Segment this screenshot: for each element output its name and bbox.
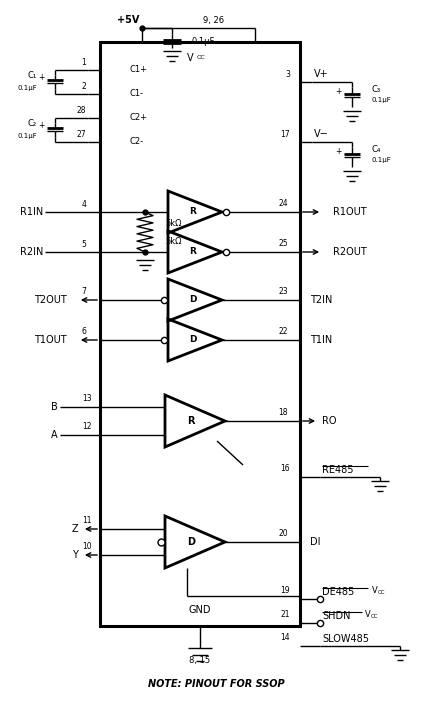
Text: R: R xyxy=(190,208,197,217)
Text: 25: 25 xyxy=(278,239,288,248)
Text: 28: 28 xyxy=(76,106,86,115)
Text: C2+: C2+ xyxy=(130,114,148,123)
Text: C2-: C2- xyxy=(130,138,144,147)
Text: 0.1μF: 0.1μF xyxy=(17,85,37,91)
Text: R1IN: R1IN xyxy=(20,207,43,217)
Text: 22: 22 xyxy=(279,327,288,336)
Text: C1-: C1- xyxy=(130,90,144,99)
Text: NOTE: PINOUT FOR SSOP: NOTE: PINOUT FOR SSOP xyxy=(148,679,284,689)
Text: B: B xyxy=(51,402,58,412)
Text: C₄: C₄ xyxy=(372,145,381,155)
Text: 4: 4 xyxy=(81,200,86,209)
Text: 8, 15: 8, 15 xyxy=(190,657,210,666)
Text: C₁: C₁ xyxy=(28,71,37,80)
Text: 0.1μF: 0.1μF xyxy=(17,133,37,139)
Text: V: V xyxy=(365,610,371,619)
Text: DI: DI xyxy=(310,537,321,547)
Text: SHDN: SHDN xyxy=(322,611,350,621)
Text: 16: 16 xyxy=(280,464,290,473)
Text: Z: Z xyxy=(71,524,78,534)
Text: +: + xyxy=(336,147,342,155)
Text: CC: CC xyxy=(197,55,206,60)
Text: R: R xyxy=(190,248,197,256)
Text: 24: 24 xyxy=(278,199,288,208)
Text: RE485: RE485 xyxy=(322,465,353,475)
Text: GND: GND xyxy=(189,605,211,615)
Text: 5: 5 xyxy=(81,240,86,249)
Text: 0.1μF: 0.1μF xyxy=(372,97,392,103)
Text: +: + xyxy=(38,73,45,83)
Text: 17: 17 xyxy=(280,130,290,139)
Text: V: V xyxy=(372,586,378,595)
Text: 3: 3 xyxy=(285,70,290,79)
Text: CC: CC xyxy=(371,614,378,619)
Text: C₂: C₂ xyxy=(28,119,37,128)
Text: 7: 7 xyxy=(81,287,86,296)
Text: V+: V+ xyxy=(314,69,329,79)
Text: 9, 26: 9, 26 xyxy=(203,16,224,25)
Text: R: R xyxy=(187,416,195,426)
Text: 6: 6 xyxy=(81,327,86,336)
Text: 14: 14 xyxy=(280,633,290,642)
Text: 21: 21 xyxy=(280,610,290,619)
Text: 0.1μF: 0.1μF xyxy=(192,37,216,45)
Text: T1IN: T1IN xyxy=(310,335,332,345)
Text: 13: 13 xyxy=(83,394,92,403)
Text: R1OUT: R1OUT xyxy=(333,207,367,217)
Text: 19: 19 xyxy=(280,586,290,595)
Text: 1: 1 xyxy=(81,58,86,67)
Text: 11: 11 xyxy=(83,516,92,525)
Text: V−: V− xyxy=(314,129,329,139)
Text: +: + xyxy=(336,87,342,95)
Text: +: + xyxy=(38,121,45,131)
Text: D: D xyxy=(189,296,197,304)
Text: C₃: C₃ xyxy=(372,85,381,95)
Text: T1OUT: T1OUT xyxy=(35,335,67,345)
Text: Y: Y xyxy=(72,550,78,560)
Text: D: D xyxy=(187,537,195,547)
Text: 27: 27 xyxy=(76,130,86,139)
Text: R2IN: R2IN xyxy=(19,247,43,257)
Text: 23: 23 xyxy=(278,287,288,296)
Text: 0.1μF: 0.1μF xyxy=(372,157,392,163)
Text: RO: RO xyxy=(322,416,337,426)
Text: A: A xyxy=(51,430,58,440)
Text: 2: 2 xyxy=(81,82,86,91)
Text: CC: CC xyxy=(378,590,385,595)
Text: 10: 10 xyxy=(83,542,92,551)
Text: 12: 12 xyxy=(83,422,92,431)
Text: D: D xyxy=(189,335,197,345)
Text: DE485: DE485 xyxy=(322,587,354,597)
Text: C1+: C1+ xyxy=(130,66,148,75)
Text: V: V xyxy=(187,53,193,63)
Text: 18: 18 xyxy=(279,408,288,417)
Text: +5V: +5V xyxy=(117,15,139,25)
Text: T2OUT: T2OUT xyxy=(34,295,67,305)
Text: R2OUT: R2OUT xyxy=(333,247,367,257)
Text: 5kΩ: 5kΩ xyxy=(165,237,181,246)
Text: SLOW485: SLOW485 xyxy=(322,634,369,644)
Text: 5kΩ: 5kΩ xyxy=(165,220,181,229)
Text: T2IN: T2IN xyxy=(310,295,332,305)
Bar xyxy=(100,42,300,626)
Text: 20: 20 xyxy=(278,529,288,538)
